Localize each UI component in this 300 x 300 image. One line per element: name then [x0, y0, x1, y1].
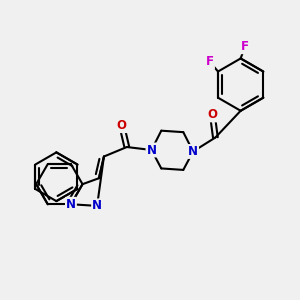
Text: O: O [117, 119, 127, 132]
Text: N: N [92, 200, 102, 212]
Text: N: N [188, 145, 198, 158]
Text: N: N [146, 143, 157, 157]
Text: F: F [206, 56, 214, 68]
Text: O: O [207, 108, 218, 122]
Text: F: F [241, 40, 249, 53]
Text: N: N [66, 198, 76, 211]
